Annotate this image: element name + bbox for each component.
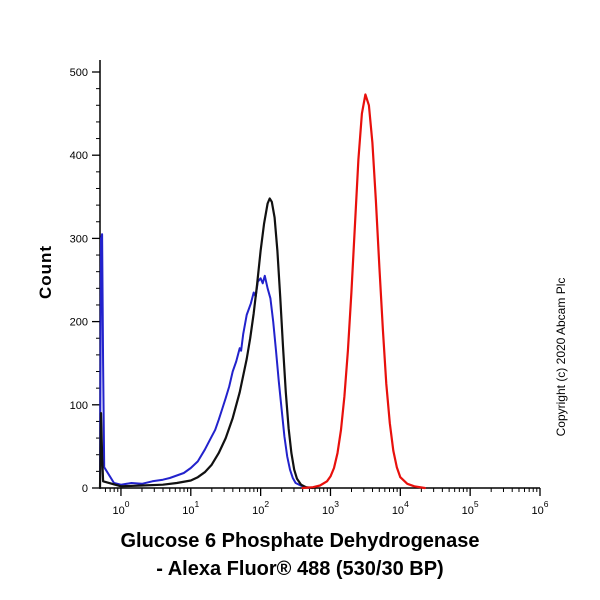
blue-curve	[99, 233, 311, 489]
y-tick-label: 100	[70, 400, 88, 412]
y-tick-label: 300	[70, 233, 88, 245]
x-tick-label: 101	[182, 499, 199, 517]
x-tick-label: 102	[252, 499, 269, 517]
red-curve	[301, 93, 426, 490]
y-tick-label: 500	[70, 67, 88, 79]
chart-title-line2: - Alexa Fluor® 488 (530/30 BP)	[156, 558, 444, 580]
y-tick-label: 200	[70, 317, 88, 329]
y-axis-title: Count	[36, 244, 55, 300]
x-tick-label: 104	[392, 499, 409, 517]
x-tick-label: 103	[322, 499, 339, 517]
x-tick-label: 106	[532, 499, 549, 517]
y-tick-label: 400	[70, 150, 88, 162]
copyright-notice: Copyright (c) 2020 Abcam Plc	[554, 277, 568, 437]
x-tick-label: 100	[112, 499, 129, 517]
black-curve	[98, 197, 315, 490]
x-tick-label: 105	[462, 499, 479, 517]
y-tick-label: 0	[82, 483, 88, 495]
chart-title-line1: Glucose 6 Phosphate Dehydrogenase	[120, 530, 480, 552]
